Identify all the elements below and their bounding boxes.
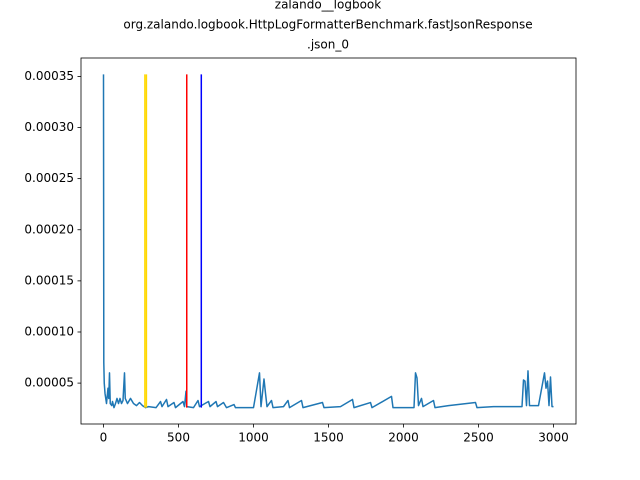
y-tick-label: 0.00030 [24, 120, 74, 134]
chart-title: .json_0 [307, 38, 349, 52]
y-tick-label: 0.00035 [24, 69, 74, 83]
x-tick-label: 3000 [538, 431, 569, 445]
data-line [102, 74, 554, 409]
y-tick-label: 0.00025 [24, 171, 74, 185]
chart-title: org.zalando.logbook.HttpLogFormatterBenc… [123, 18, 532, 32]
x-tick-label: 0 [100, 431, 108, 445]
x-tick-label: 1000 [238, 431, 269, 445]
x-tick-label: 500 [167, 431, 190, 445]
x-tick-label: 2500 [463, 431, 494, 445]
x-tick-label: 1500 [313, 431, 344, 445]
y-tick-label: 0.00005 [24, 376, 74, 390]
x-tick-label: 2000 [388, 431, 419, 445]
y-tick-label: 0.00010 [24, 324, 74, 338]
y-tick-label: 0.00015 [24, 273, 74, 287]
chart-title: zalando__logbook [275, 0, 381, 12]
y-tick-label: 0.00020 [24, 222, 74, 236]
